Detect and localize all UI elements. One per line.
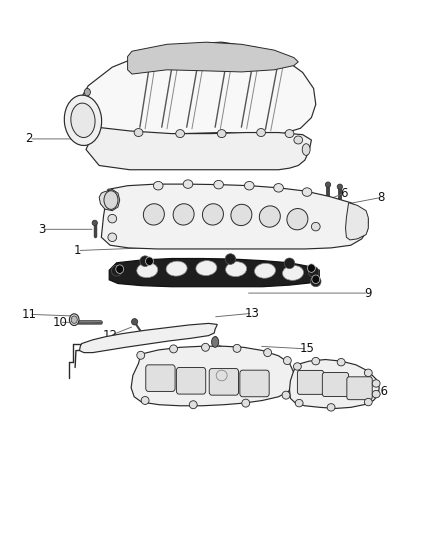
Ellipse shape xyxy=(153,181,162,190)
FancyBboxPatch shape xyxy=(239,370,268,397)
Ellipse shape xyxy=(108,233,117,241)
Ellipse shape xyxy=(173,204,194,225)
Ellipse shape xyxy=(166,261,187,276)
Ellipse shape xyxy=(307,264,314,272)
Ellipse shape xyxy=(104,191,118,209)
Ellipse shape xyxy=(143,204,164,225)
Text: 10: 10 xyxy=(52,316,67,329)
Text: 9: 9 xyxy=(364,287,371,300)
Polygon shape xyxy=(101,184,367,249)
Ellipse shape xyxy=(293,363,300,370)
Ellipse shape xyxy=(140,256,150,266)
Ellipse shape xyxy=(259,206,280,227)
Ellipse shape xyxy=(311,222,319,231)
Ellipse shape xyxy=(233,344,240,352)
Ellipse shape xyxy=(69,314,79,326)
Ellipse shape xyxy=(263,349,271,357)
Ellipse shape xyxy=(131,319,138,325)
Text: 3: 3 xyxy=(39,223,46,236)
Ellipse shape xyxy=(71,103,95,138)
Text: 16: 16 xyxy=(373,385,388,398)
Ellipse shape xyxy=(169,345,177,353)
Ellipse shape xyxy=(108,214,117,223)
Polygon shape xyxy=(345,203,367,240)
Ellipse shape xyxy=(286,208,307,230)
FancyBboxPatch shape xyxy=(321,373,348,397)
Text: 2: 2 xyxy=(25,132,33,146)
Text: 11: 11 xyxy=(21,308,36,321)
Ellipse shape xyxy=(71,316,77,324)
Ellipse shape xyxy=(293,136,302,144)
Ellipse shape xyxy=(364,398,371,406)
Ellipse shape xyxy=(311,358,319,365)
Text: 15: 15 xyxy=(299,342,314,356)
Ellipse shape xyxy=(225,262,246,277)
Text: 6: 6 xyxy=(340,187,347,200)
Polygon shape xyxy=(289,360,378,408)
Ellipse shape xyxy=(256,128,265,136)
Ellipse shape xyxy=(284,258,294,269)
Ellipse shape xyxy=(301,144,309,156)
Ellipse shape xyxy=(189,401,197,409)
FancyBboxPatch shape xyxy=(346,377,371,400)
Ellipse shape xyxy=(311,275,319,284)
Ellipse shape xyxy=(336,359,344,366)
Polygon shape xyxy=(109,259,318,287)
Ellipse shape xyxy=(326,403,334,411)
Polygon shape xyxy=(127,42,297,74)
FancyBboxPatch shape xyxy=(209,368,238,395)
Ellipse shape xyxy=(92,220,97,225)
Ellipse shape xyxy=(310,276,320,287)
Ellipse shape xyxy=(254,263,275,278)
Polygon shape xyxy=(86,127,311,169)
Polygon shape xyxy=(79,324,217,353)
Ellipse shape xyxy=(285,130,293,138)
Text: 13: 13 xyxy=(244,307,259,320)
Ellipse shape xyxy=(244,181,254,190)
Ellipse shape xyxy=(201,343,209,351)
Ellipse shape xyxy=(225,254,235,264)
Ellipse shape xyxy=(336,184,342,189)
Text: 8: 8 xyxy=(377,191,384,204)
Ellipse shape xyxy=(301,188,311,196)
Ellipse shape xyxy=(202,204,223,225)
Ellipse shape xyxy=(183,180,192,188)
Ellipse shape xyxy=(282,391,289,399)
Ellipse shape xyxy=(116,265,124,273)
Ellipse shape xyxy=(64,95,102,146)
Ellipse shape xyxy=(294,399,302,407)
Polygon shape xyxy=(131,346,293,406)
Text: 1: 1 xyxy=(73,244,81,257)
Text: 14: 14 xyxy=(229,346,244,359)
Ellipse shape xyxy=(111,265,122,276)
Ellipse shape xyxy=(145,257,153,265)
Ellipse shape xyxy=(137,263,157,278)
Text: 12: 12 xyxy=(102,329,117,342)
Ellipse shape xyxy=(273,183,283,192)
Ellipse shape xyxy=(283,357,290,365)
Ellipse shape xyxy=(371,390,379,398)
Polygon shape xyxy=(99,189,120,211)
Ellipse shape xyxy=(364,369,371,376)
Ellipse shape xyxy=(230,204,251,225)
FancyBboxPatch shape xyxy=(297,370,323,394)
Ellipse shape xyxy=(213,180,223,189)
Ellipse shape xyxy=(282,265,303,280)
Ellipse shape xyxy=(307,266,318,277)
Ellipse shape xyxy=(175,130,184,138)
Ellipse shape xyxy=(84,88,90,96)
Ellipse shape xyxy=(134,128,143,136)
Ellipse shape xyxy=(217,130,226,138)
Ellipse shape xyxy=(241,399,249,407)
Ellipse shape xyxy=(195,261,216,276)
Ellipse shape xyxy=(371,379,379,387)
Ellipse shape xyxy=(141,397,149,405)
Ellipse shape xyxy=(325,182,330,187)
Ellipse shape xyxy=(211,337,218,348)
FancyBboxPatch shape xyxy=(145,365,175,391)
Ellipse shape xyxy=(137,351,145,359)
FancyBboxPatch shape xyxy=(176,368,205,394)
Polygon shape xyxy=(73,42,315,135)
